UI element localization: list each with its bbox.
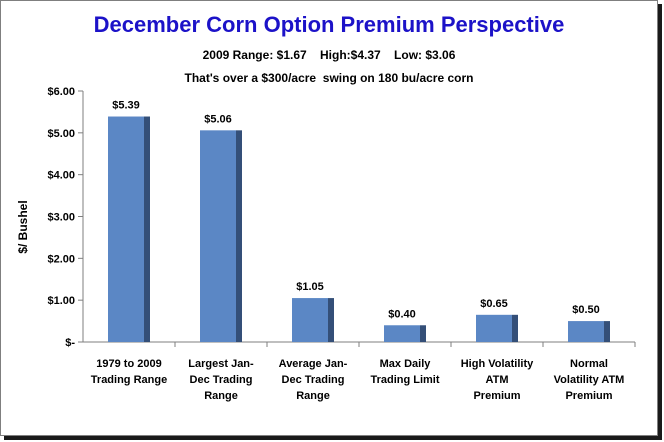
chart-annotation: That's over a $300/acre swing on 180 bu/… bbox=[184, 71, 474, 85]
bar-side bbox=[420, 325, 426, 342]
y-tick-label: $- bbox=[65, 337, 75, 349]
bar bbox=[476, 314, 512, 342]
bar-side bbox=[604, 321, 610, 342]
data-label: $0.65 bbox=[480, 298, 508, 310]
y-tick-label: $3.00 bbox=[47, 212, 75, 224]
chart-title: December Corn Option Premium Perspective bbox=[93, 12, 565, 37]
bar bbox=[200, 130, 236, 342]
y-tick-label: $4.00 bbox=[47, 170, 75, 182]
bar-side bbox=[236, 130, 242, 342]
bar bbox=[384, 325, 420, 342]
data-label: $0.50 bbox=[572, 304, 600, 316]
bar bbox=[108, 116, 144, 342]
chart-subtitle: 2009 Range: $1.67 High:$4.37 Low: $3.06 bbox=[202, 48, 456, 62]
x-tick-label: Max Daily Trading Limit bbox=[370, 358, 439, 386]
data-label: $1.05 bbox=[296, 281, 324, 293]
data-label: $0.40 bbox=[388, 308, 416, 320]
data-label: $5.06 bbox=[204, 113, 232, 125]
y-tick-label: $2.00 bbox=[47, 253, 75, 265]
x-tick-label: 1979 to 2009 Trading Range bbox=[91, 358, 167, 386]
x-tick-label: High Volatility ATM Premium bbox=[461, 358, 534, 402]
bar-side bbox=[144, 116, 150, 342]
bar bbox=[292, 298, 328, 342]
x-tick-label: Average Jan-Dec Trading Range bbox=[279, 358, 348, 402]
x-tick-label: Normal Volatility ATM Premium bbox=[554, 358, 625, 402]
y-tick-label: $6.00 bbox=[47, 86, 75, 98]
bar bbox=[568, 321, 604, 342]
y-tick-label: $5.00 bbox=[47, 128, 75, 140]
bar-side bbox=[328, 298, 334, 342]
y-tick-label: $1.00 bbox=[47, 295, 75, 307]
data-label: $5.39 bbox=[112, 100, 140, 112]
bar-side bbox=[512, 314, 518, 342]
x-tick-label: Largest Jan-Dec Trading Range bbox=[188, 358, 254, 402]
